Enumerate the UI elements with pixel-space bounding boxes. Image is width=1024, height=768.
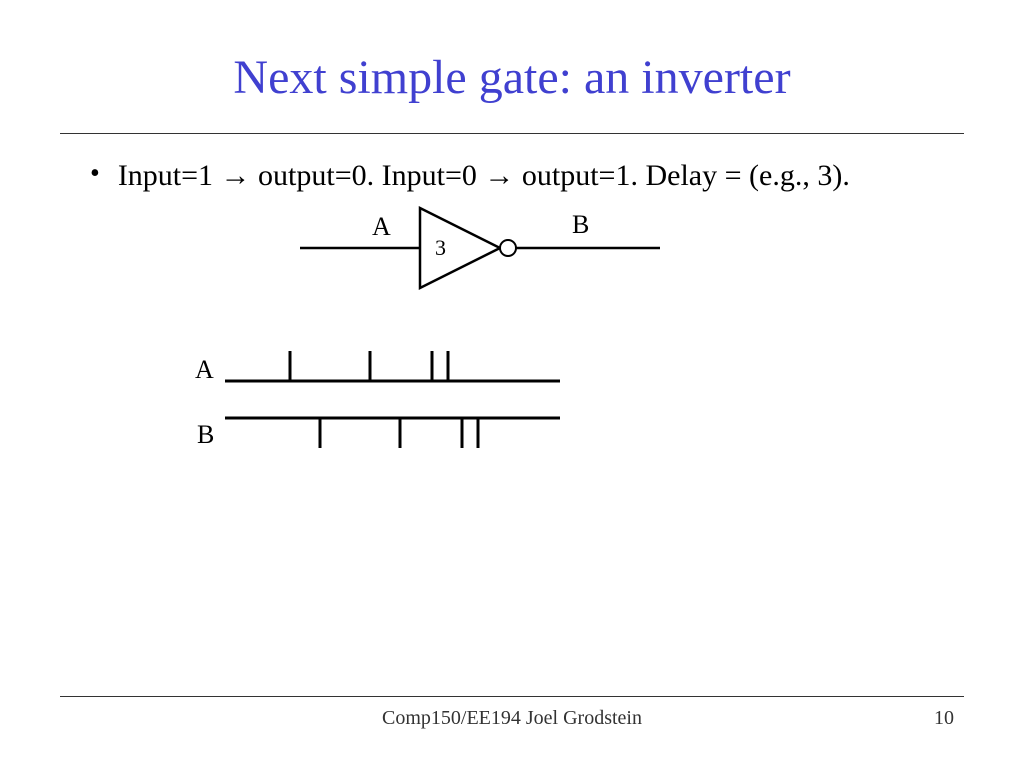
footer-text: Comp150/EE194 Joel Grodstein (382, 707, 642, 730)
circuit-diagram: A B 3 A B (120, 203, 820, 523)
bullet-text: Input=1 → output=0. Input=0 → output=1. … (118, 156, 850, 197)
svg-text:A: A (195, 355, 214, 384)
divider-top (60, 133, 964, 134)
svg-text:A: A (372, 212, 391, 241)
divider-bottom (60, 696, 964, 697)
slide-title: Next simple gate: an inverter (60, 50, 964, 105)
bullet-item: • Input=1 → output=0. Input=0 → output=1… (60, 156, 964, 197)
diagram-container: A B 3 A B (60, 203, 964, 543)
page-number: 10 (934, 707, 954, 730)
svg-text:3: 3 (435, 235, 446, 260)
svg-text:B: B (197, 420, 214, 449)
footer: Comp150/EE194 Joel Grodstein 10 (60, 696, 964, 730)
bullet-marker: • (90, 156, 100, 192)
svg-text:B: B (572, 210, 589, 239)
